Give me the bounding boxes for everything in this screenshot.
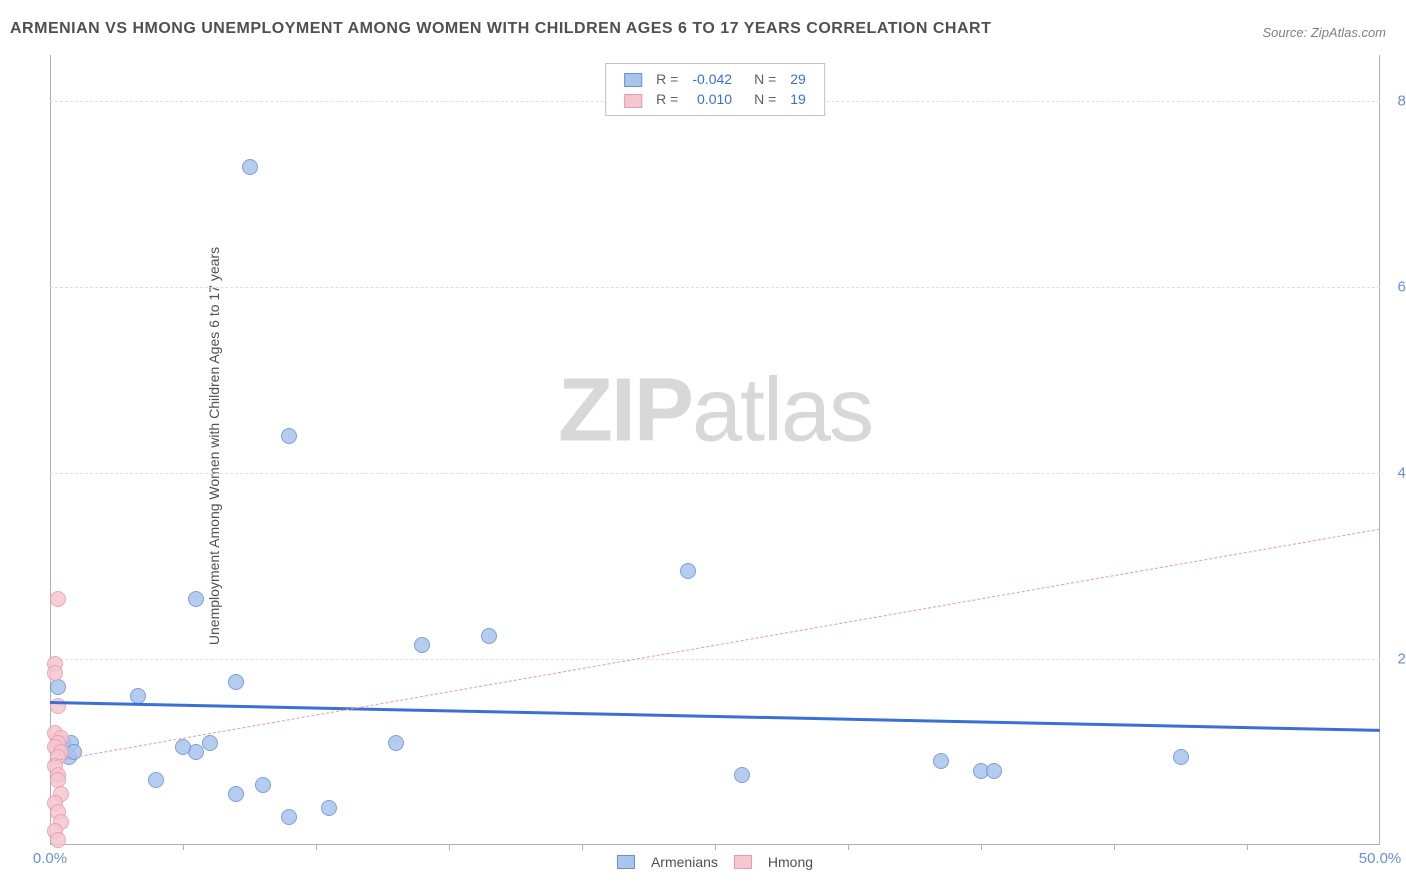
legend-n-value: 29	[784, 70, 812, 88]
data-point	[50, 591, 66, 607]
data-point	[734, 767, 750, 783]
data-point	[933, 753, 949, 769]
legend-r-value: -0.042	[686, 70, 738, 88]
x-tick-mark	[316, 845, 317, 850]
data-point	[481, 628, 497, 644]
correlation-legend: R =-0.042N =29 R =0.010N =19	[605, 63, 825, 116]
data-point	[228, 674, 244, 690]
legend-r-label: R =	[650, 90, 684, 108]
data-point	[414, 637, 430, 653]
data-point	[281, 809, 297, 825]
x-tick-mark	[848, 845, 849, 850]
data-point	[175, 739, 191, 755]
data-point	[321, 800, 337, 816]
series-legend: Armenians Hmong	[609, 853, 821, 870]
data-point	[388, 735, 404, 751]
grid-line	[50, 659, 1380, 660]
x-tick-label: 50.0%	[1359, 850, 1402, 867]
data-point	[1173, 749, 1189, 765]
y-tick-label: 60.0%	[1397, 279, 1406, 296]
x-tick-mark	[715, 845, 716, 850]
legend-series-label: Hmong	[768, 854, 813, 870]
x-tick-mark	[449, 845, 450, 850]
legend-n-label: N =	[740, 70, 782, 88]
chart-title: ARMENIAN VS HMONG UNEMPLOYMENT AMONG WOM…	[10, 20, 991, 38]
legend-swatch	[617, 855, 635, 869]
data-point	[188, 591, 204, 607]
x-tick-mark	[1114, 845, 1115, 850]
data-point	[281, 428, 297, 444]
y-tick-label: 20.0%	[1397, 651, 1406, 668]
x-tick-mark	[1247, 845, 1248, 850]
legend-series-label: Armenians	[651, 854, 718, 870]
legend-swatch	[624, 94, 642, 108]
grid-line	[50, 473, 1380, 474]
x-tick-label: 0.0%	[33, 850, 67, 867]
legend-swatch	[734, 855, 752, 869]
data-point	[228, 786, 244, 802]
legend-swatch	[624, 73, 642, 87]
data-point	[202, 735, 218, 751]
grid-line	[50, 287, 1380, 288]
data-point	[148, 772, 164, 788]
data-point	[680, 563, 696, 579]
data-point	[50, 698, 66, 714]
x-tick-mark	[183, 845, 184, 850]
legend-r-label: R =	[650, 70, 684, 88]
legend-r-value: 0.010	[686, 90, 738, 108]
source-attribution: Source: ZipAtlas.com	[1262, 25, 1386, 40]
data-point	[255, 777, 271, 793]
data-point	[242, 159, 258, 175]
data-point	[986, 763, 1002, 779]
legend-n-label: N =	[740, 90, 782, 108]
x-tick-mark	[582, 845, 583, 850]
data-point	[50, 832, 66, 848]
legend-n-value: 19	[784, 90, 812, 108]
chart-plot-area: ZIPatlas 20.0%40.0%60.0%80.0%0.0%50.0% R…	[50, 55, 1380, 845]
x-tick-mark	[981, 845, 982, 850]
y-tick-label: 80.0%	[1397, 93, 1406, 110]
data-point	[50, 679, 66, 695]
data-point	[47, 665, 63, 681]
y-tick-label: 40.0%	[1397, 465, 1406, 482]
